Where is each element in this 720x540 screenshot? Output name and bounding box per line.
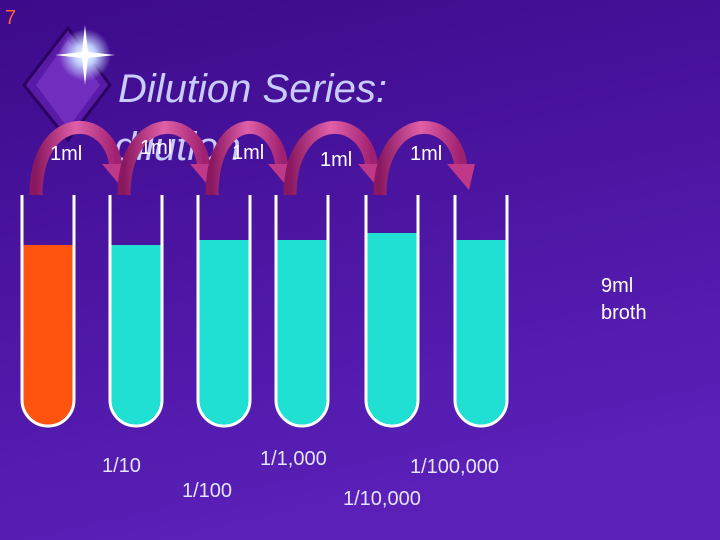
arrows: [29, 120, 475, 196]
tube-liquid: [110, 245, 162, 426]
dilution-label: 1/100,000: [410, 456, 499, 478]
transfer-label: 1ml: [140, 137, 172, 159]
transfer-arrow: [29, 120, 123, 196]
dilution-label: 1/100: [182, 480, 232, 502]
transfer-arrow: [205, 120, 289, 196]
dilution-label: 1/10: [102, 455, 141, 477]
transfer-label: 1ml: [320, 149, 352, 171]
tube-glass: [20, 195, 76, 428]
tube-glass: [274, 195, 330, 428]
tube-liquid: [366, 233, 418, 426]
tube-liquid: [22, 245, 74, 426]
tube-glass: [196, 195, 252, 428]
tube-liquid: [455, 240, 507, 426]
transfer-arrow: [117, 120, 211, 196]
dilution-label: 1/10,000: [343, 488, 421, 510]
transfer-arrow: [283, 120, 379, 196]
tube-glass: [364, 195, 420, 428]
broth-label: 9ml: [601, 275, 633, 297]
tube-glass: [453, 195, 509, 428]
transfer-label: 1ml: [232, 142, 264, 164]
tubes: [20, 195, 509, 428]
dilution-label: 1/1,000: [260, 448, 327, 470]
arrow-head: [447, 164, 475, 190]
tube-liquid: [276, 240, 328, 426]
logo: [22, 25, 115, 143]
transfer-label: 1ml: [410, 143, 442, 165]
tube-glass: [108, 195, 164, 428]
title: Dilution Series:: [118, 67, 387, 111]
transfer-label: 1ml: [50, 143, 82, 165]
transfer-arrow: [373, 120, 468, 196]
slide-number: 7: [5, 7, 16, 29]
broth-label: broth: [601, 302, 647, 324]
tube-liquid: [198, 240, 250, 426]
